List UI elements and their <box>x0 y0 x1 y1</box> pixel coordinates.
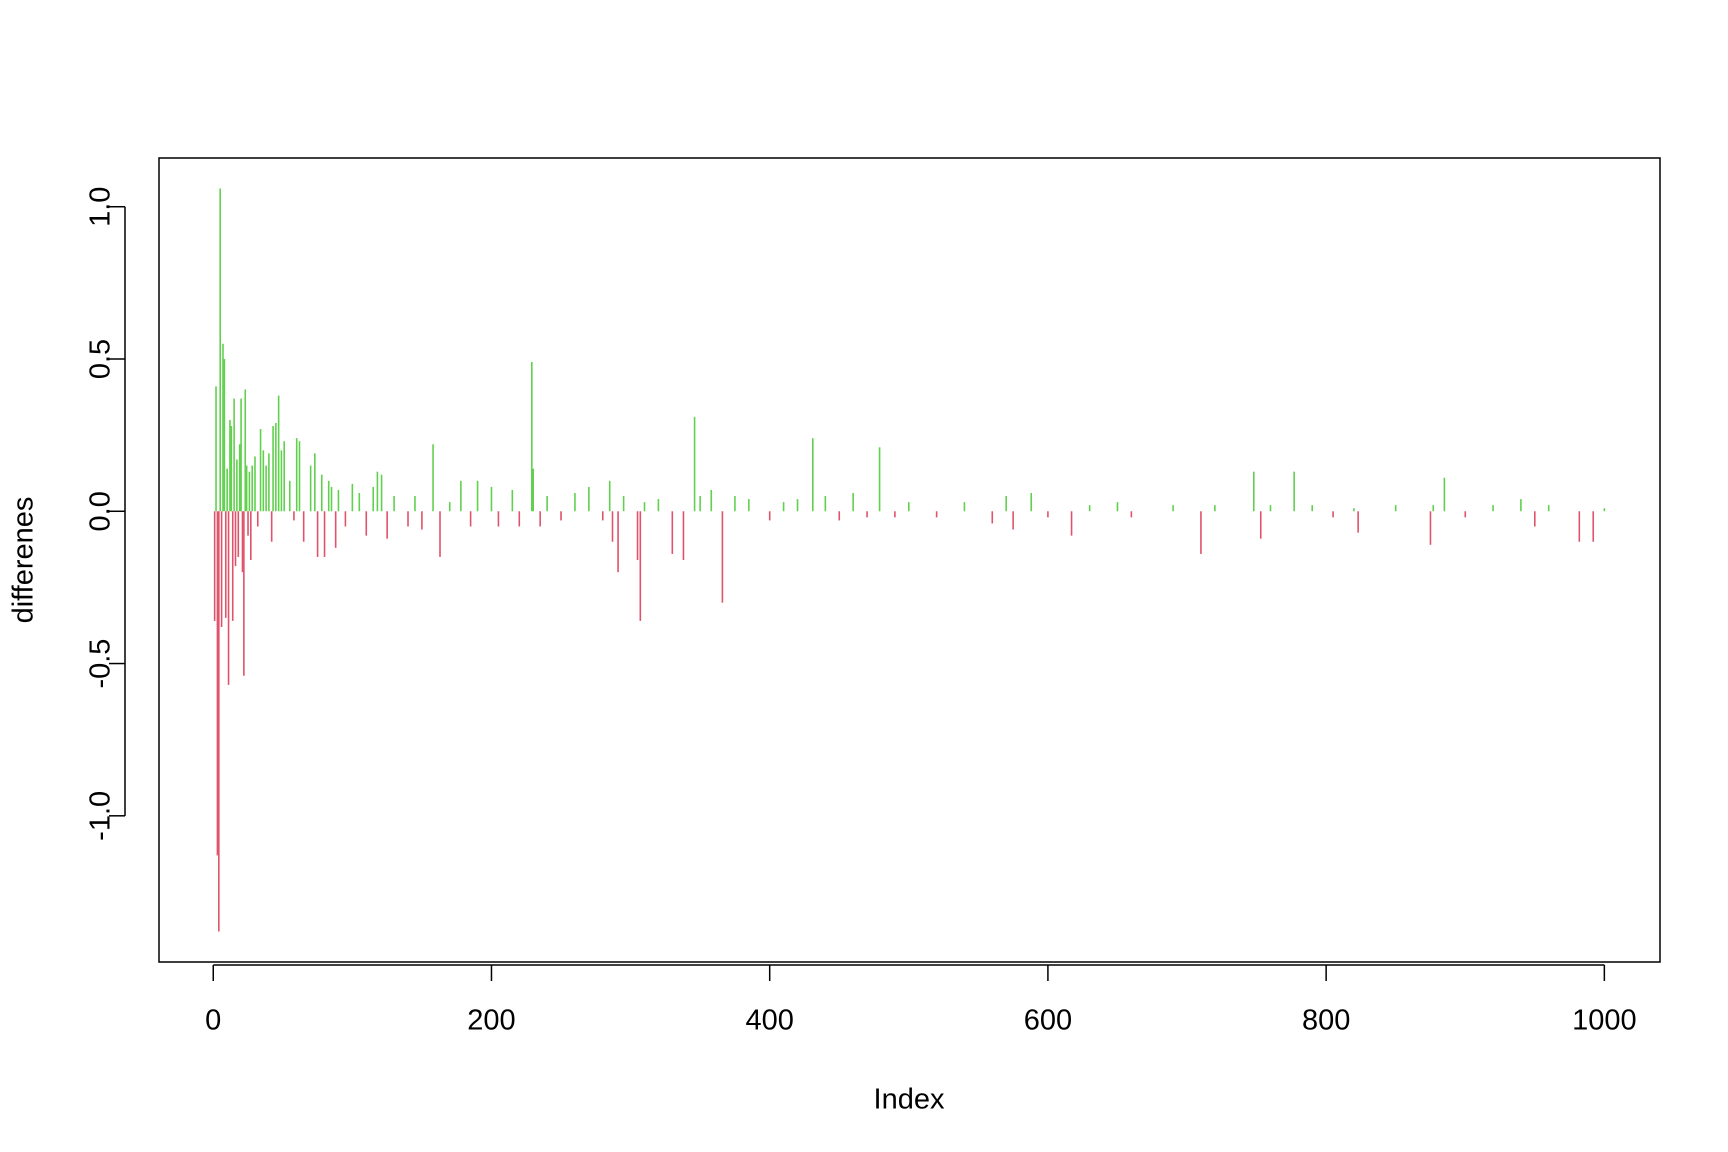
y-tick-label: 1.0 <box>85 187 117 227</box>
x-tick-label: 1000 <box>1572 1005 1637 1037</box>
x-tick-label: 400 <box>745 1005 793 1037</box>
x-tick-label: 600 <box>1024 1005 1072 1037</box>
x-tick-label: 0 <box>205 1005 221 1037</box>
y-tick-label: 0.5 <box>85 339 117 379</box>
x-tick-label: 200 <box>467 1005 515 1037</box>
y-tick-label: -1.0 <box>85 791 117 841</box>
plot-frame <box>158 157 1661 963</box>
y-axis-label: differenes <box>8 497 40 624</box>
x-axis-label: Index <box>874 1084 945 1116</box>
y-tick-label: -0.5 <box>85 639 117 689</box>
x-tick-label: 800 <box>1302 1005 1350 1037</box>
y-tick-label: 0.0 <box>85 491 117 531</box>
